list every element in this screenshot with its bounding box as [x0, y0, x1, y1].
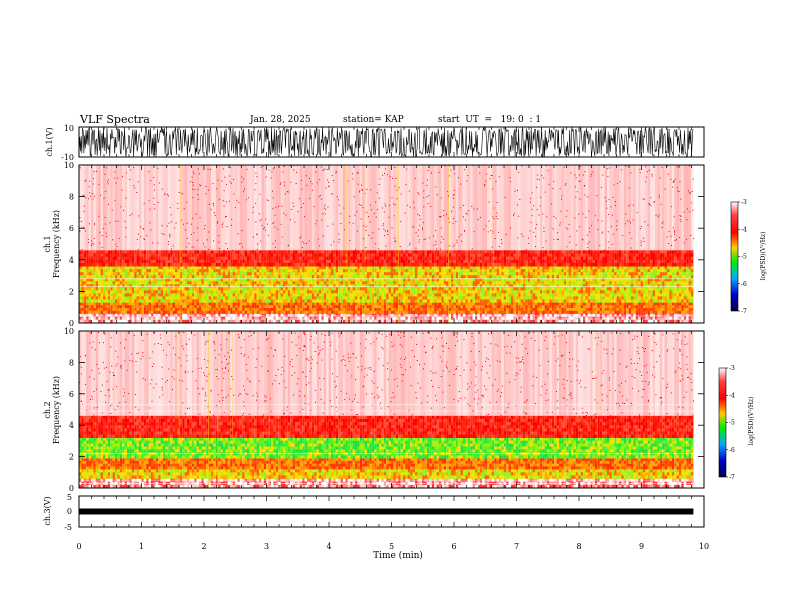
ch2-spectrogram-image	[79, 331, 694, 489]
spectrogram-band-0	[79, 313, 694, 324]
date-label: Jan. 28, 2025	[250, 115, 311, 125]
ch1-spectrogram-image	[79, 165, 695, 324]
ytick-label: 6	[69, 224, 74, 233]
colorbar-tick-label: -7	[729, 474, 735, 481]
spectrogram-band-1	[79, 302, 694, 314]
time-tick-label: 0	[76, 542, 81, 551]
ch2-spec-ylabel-line1: ch.2	[43, 401, 52, 418]
ch1-xticks	[78, 127, 705, 157]
ch1-spec-ylabel-line2: Frequency (kHz)	[52, 210, 61, 278]
spectrogram-band-3	[79, 437, 694, 459]
ytick-label: 0	[69, 319, 74, 328]
colorbar-tick-label: -3	[741, 199, 747, 206]
colorbar-tick-label: -6	[729, 447, 735, 454]
colorbar-tick-label: -4	[741, 226, 747, 233]
ytick-label: 4	[69, 421, 74, 430]
ch2-spectrogram-panel: 0 2 4 6 8 10 ch.2 Frequency (kHz) -3 -4 -5 -6 -7 …	[43, 327, 755, 493]
time-tick-label: 2	[201, 542, 206, 551]
ch1-ytick-bottom: -10	[61, 153, 74, 162]
ch1-waveform-panel: 10 -10 ch.1(V)	[45, 124, 705, 162]
ytick-label: 8	[69, 193, 74, 202]
time-tick-label: 1	[139, 542, 144, 551]
spectrogram-band-2	[79, 266, 694, 303]
ytick-label: 6	[69, 390, 74, 399]
time-tick-label: 3	[264, 542, 269, 551]
time-tick-label: 10	[699, 542, 709, 551]
colorbar-tick-label: -6	[741, 281, 747, 288]
ch1-colorbar-label: log(PSD)(V²/Hz)	[760, 232, 767, 281]
spectrogram-band-2	[79, 458, 694, 470]
ch2-spectrogram-xticks	[78, 331, 705, 488]
colorbar-tick-label: -7	[741, 308, 747, 315]
colorbar-tick-label: -5	[741, 254, 747, 261]
ch2-colorbar: -3 -4 -5 -6 -7 log(PSD)(V²/Hz)	[718, 365, 755, 481]
spectrogram-band-5	[79, 331, 694, 417]
ch1-waveform-trace	[78, 126, 694, 158]
time-tick-label: 8	[576, 542, 581, 551]
ch1-colorbar: -3 -4 -5 -6 -7 log(PSD)(V²/Hz)	[730, 199, 767, 315]
ytick-label: 10	[64, 327, 74, 336]
ch2-spec-ylabel-line2: Frequency (kHz)	[52, 376, 61, 444]
figure-title: VLF Spectra	[80, 113, 150, 126]
ch1-spectrogram-xticks	[78, 165, 705, 323]
spectrogram-band-3	[79, 250, 694, 267]
time-tick-label: 4	[326, 542, 331, 551]
spectrogram-band-4	[79, 165, 695, 252]
ch1-ylabel: ch.1(V)	[45, 127, 54, 156]
ch1-waveform-line	[78, 126, 694, 158]
ch2-spectrogram-yticks: 0 2 4 6 8 10	[64, 327, 704, 493]
spectrogram-band-1	[79, 469, 694, 479]
ch3-waveform-panel: 5 0 -5 ch.3(V) 0 1 2 3 4 5 6 7 8 9 10 Time (min)	[43, 493, 709, 561]
time-axis-label: Time (min)	[373, 550, 423, 561]
ytick-label: 4	[69, 256, 74, 265]
ch2-colorbar-scale	[718, 367, 727, 478]
ch3-ytick-top: 5	[67, 493, 72, 502]
station-label: station= KAP	[343, 115, 404, 125]
colorbar-tick-label: -5	[729, 420, 735, 427]
ch3-ylabel: ch.3(V)	[43, 496, 52, 525]
spectrogram-band-4	[79, 415, 694, 438]
colorbar-tick-label: -4	[729, 392, 735, 399]
ch1-colorbar-ticks: -3 -4 -5 -6 -7	[738, 199, 747, 315]
ytick-label: 2	[69, 287, 74, 296]
ytick-label: 2	[69, 453, 74, 462]
ch3-ytick-mid: 0	[67, 507, 72, 516]
ytick-label: 0	[69, 484, 74, 493]
ch2-colorbar-label: log(PSD)(V²/Hz)	[748, 397, 755, 446]
ch1-spec-ylabel-line1: ch.1	[43, 235, 52, 252]
time-tick-label: 6	[451, 542, 456, 551]
ch3-waveform-trace	[79, 508, 694, 515]
ch1-ytick-top: 10	[64, 124, 74, 133]
time-tick-label: 5	[389, 542, 394, 551]
ch1-spectrogram-panel: 0 2 4 6 8 10 ch.1 Frequency (kHz) -3 -4 -5 -6 -7 …	[43, 161, 767, 328]
start-time-label: start UT = 19: 0 : 1	[438, 115, 542, 125]
colorbar-tick-label: -3	[729, 365, 735, 372]
ch1-colorbar-scale	[730, 201, 739, 312]
ytick-label: 10	[64, 161, 74, 170]
time-tick-label: 7	[514, 542, 519, 551]
ch3-ytick-bottom: -5	[64, 523, 72, 532]
ch2-colorbar-ticks: -3 -4 -5 -6 -7	[726, 365, 735, 481]
time-axis-ticks	[78, 496, 705, 527]
time-axis-tick-labels: 0 1 2 3 4 5 6 7 8 9 10	[76, 542, 709, 551]
time-tick-label: 9	[639, 542, 644, 551]
ch1-spectrogram-yticks: 0 2 4 6 8 10	[64, 161, 704, 328]
ytick-label: 8	[69, 358, 74, 367]
